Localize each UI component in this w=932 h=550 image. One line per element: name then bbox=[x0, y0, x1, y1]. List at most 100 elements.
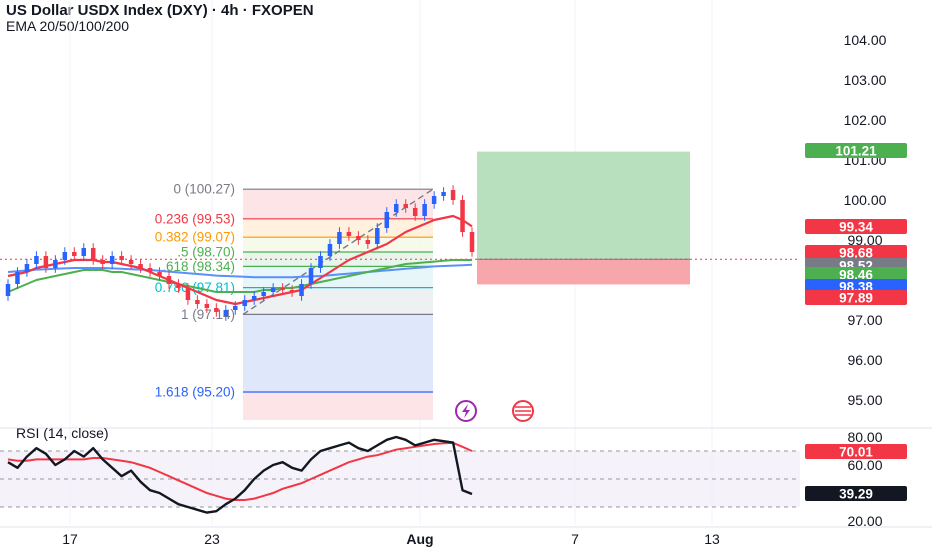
candle-body[interactable] bbox=[166, 276, 172, 284]
candle-body[interactable] bbox=[233, 306, 238, 310]
candle-body[interactable] bbox=[5, 284, 11, 296]
candle-body[interactable] bbox=[53, 260, 58, 268]
candle-body[interactable] bbox=[365, 240, 371, 244]
candle-body[interactable] bbox=[119, 256, 124, 260]
rsi-pane: RSI (14, close) bbox=[0, 425, 800, 514]
grid-layer bbox=[0, 0, 932, 528]
chart-icons bbox=[455, 400, 534, 422]
ema-line-red[interactable] bbox=[7, 214, 473, 306]
candle-body[interactable] bbox=[195, 300, 200, 304]
price-badge-text: 70.01 bbox=[839, 445, 873, 460]
rsi-ma-line[interactable] bbox=[7, 441, 473, 501]
long-position-tool bbox=[0, 151, 800, 285]
fib-level-label: 0.382 (99.07) bbox=[155, 230, 235, 245]
price-badge[interactable]: 99.34 bbox=[805, 219, 907, 235]
candle-body[interactable] bbox=[34, 256, 39, 264]
candle-body[interactable] bbox=[81, 248, 87, 256]
time-tick-label: 13 bbox=[704, 531, 720, 547]
candle-body[interactable] bbox=[185, 288, 191, 300]
price-badge[interactable]: 98.68 bbox=[805, 245, 907, 261]
candle-body[interactable] bbox=[356, 236, 361, 240]
candle-body[interactable] bbox=[138, 264, 143, 268]
ema-lines bbox=[7, 214, 473, 306]
fib-zone bbox=[243, 287, 433, 315]
time-tick-label: 7 bbox=[571, 531, 579, 547]
price-labels: 101.2199.3498.6898.5298.4698.3897.8970.0… bbox=[805, 143, 907, 502]
candle-body[interactable] bbox=[90, 248, 96, 260]
candle-body[interactable] bbox=[251, 296, 257, 300]
fib-level-label: 0.236 (99.53) bbox=[155, 211, 235, 226]
price-badge[interactable]: 97.89 bbox=[805, 290, 907, 306]
candle-body[interactable] bbox=[327, 244, 333, 256]
candle-body[interactable] bbox=[242, 300, 247, 306]
candle-body[interactable] bbox=[43, 256, 49, 268]
loss-zone[interactable] bbox=[477, 259, 690, 285]
price-badge[interactable]: 101.21 bbox=[805, 143, 907, 159]
price-badge-bg bbox=[805, 245, 907, 260]
fib-level-label: .5 (98.70) bbox=[177, 245, 235, 260]
price-badge-bg bbox=[805, 290, 907, 305]
fib-zone bbox=[243, 189, 433, 219]
candlesticks bbox=[5, 185, 475, 321]
candle-body[interactable] bbox=[280, 288, 285, 290]
fib-level-label: 1.618 (95.20) bbox=[155, 385, 235, 400]
fib-level-label: .618 (98.34) bbox=[162, 259, 235, 274]
candle-body[interactable] bbox=[157, 272, 162, 276]
price-badge-bg bbox=[805, 267, 907, 282]
candle-body[interactable] bbox=[270, 288, 276, 292]
time-axis: 17 23 Aug 7 13 bbox=[62, 531, 720, 547]
indicator-legend[interactable]: EMA 20/50/100/200 bbox=[6, 18, 129, 34]
candle-body[interactable] bbox=[109, 256, 115, 264]
candle-body[interactable] bbox=[72, 252, 77, 256]
candle-body[interactable] bbox=[24, 264, 30, 272]
candle-body[interactable] bbox=[375, 228, 380, 244]
ema-line-blue[interactable] bbox=[7, 263, 473, 279]
profit-zone[interactable] bbox=[477, 151, 690, 260]
price-badge-text: 99.34 bbox=[839, 220, 873, 235]
rsi-line[interactable] bbox=[7, 435, 473, 514]
fib-zone-extension bbox=[243, 392, 433, 420]
candle-body[interactable] bbox=[308, 268, 314, 284]
price-badge-bg bbox=[805, 219, 907, 234]
candle-body[interactable] bbox=[100, 260, 105, 264]
price-badge[interactable]: 39.29 bbox=[805, 486, 907, 502]
candle-body[interactable] bbox=[204, 304, 210, 308]
candle-body[interactable] bbox=[346, 232, 352, 236]
price-tick-label: 99.00 bbox=[847, 232, 882, 248]
candle-body[interactable] bbox=[441, 192, 446, 196]
candle-body[interactable] bbox=[337, 232, 342, 244]
candle-body[interactable] bbox=[469, 232, 475, 252]
fib-trend-line[interactable] bbox=[242, 188, 434, 315]
candle-body[interactable] bbox=[393, 204, 399, 212]
candle-body[interactable] bbox=[15, 272, 20, 284]
ema-line-green[interactable] bbox=[7, 259, 472, 293]
candle-body[interactable] bbox=[176, 284, 181, 288]
candle-body[interactable] bbox=[318, 256, 323, 268]
candle-body[interactable] bbox=[403, 204, 408, 208]
candle-body[interactable] bbox=[62, 252, 68, 260]
candle-body[interactable] bbox=[147, 268, 153, 272]
candle-body[interactable] bbox=[214, 308, 219, 312]
candle-body[interactable] bbox=[450, 190, 456, 200]
price-badge[interactable]: 70.01 bbox=[805, 444, 907, 460]
candle-body[interactable] bbox=[289, 290, 295, 292]
price-badge-bg bbox=[805, 444, 907, 459]
price-tick-label: 96.00 bbox=[847, 352, 882, 368]
fib-zone bbox=[243, 314, 433, 392]
candle-body[interactable] bbox=[431, 196, 437, 204]
candle-body[interactable] bbox=[299, 284, 304, 296]
price-badge[interactable]: 98.46 bbox=[805, 267, 907, 283]
candle-body[interactable] bbox=[460, 200, 465, 232]
candle-body[interactable] bbox=[412, 208, 418, 216]
rsi-tick-label: 80.00 bbox=[847, 429, 882, 445]
candle-body[interactable] bbox=[128, 260, 134, 264]
price-badge-text: 39.29 bbox=[839, 487, 873, 502]
candle-body[interactable] bbox=[384, 212, 390, 228]
candle-body[interactable] bbox=[422, 204, 427, 216]
candle-body[interactable] bbox=[261, 292, 266, 296]
price-tick-label: 95.00 bbox=[847, 392, 882, 408]
lightning-glyph bbox=[462, 404, 470, 418]
candle-body[interactable] bbox=[223, 310, 229, 316]
rsi-tick-label: 20.00 bbox=[847, 513, 882, 529]
